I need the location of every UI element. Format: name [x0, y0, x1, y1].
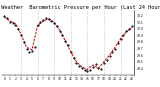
Point — [45, 18, 47, 19]
Point — [53, 22, 56, 24]
Point — [83, 69, 86, 70]
Point — [14, 24, 17, 26]
Title: Milwaukee Weather  Barometric Pressure per Hour (Last 24 Hours): Milwaukee Weather Barometric Pressure pe… — [0, 5, 160, 10]
Point — [28, 51, 31, 53]
Point — [130, 25, 133, 27]
Point — [58, 30, 61, 31]
Point — [72, 58, 75, 59]
Point — [6, 18, 8, 19]
Point — [25, 48, 28, 49]
Point — [114, 48, 116, 49]
Point — [103, 62, 105, 64]
Point — [80, 68, 83, 69]
Point — [89, 69, 91, 70]
Point — [17, 28, 20, 29]
Point — [122, 35, 125, 36]
Point — [100, 68, 102, 70]
Point — [78, 65, 80, 66]
Point — [11, 22, 14, 24]
Point — [111, 52, 114, 53]
Point — [64, 40, 67, 41]
Point — [125, 31, 127, 32]
Point — [75, 62, 78, 64]
Point — [34, 47, 36, 48]
Point — [47, 18, 50, 20]
Point — [92, 66, 94, 68]
Point — [61, 35, 64, 36]
Point — [42, 19, 44, 20]
Point — [69, 52, 72, 53]
Point — [22, 41, 25, 43]
Point — [3, 15, 6, 16]
Point — [105, 60, 108, 61]
Point — [116, 43, 119, 44]
Point — [31, 50, 33, 52]
Point — [97, 67, 100, 68]
Point — [50, 20, 53, 22]
Point — [128, 28, 130, 29]
Point — [119, 39, 122, 40]
Point — [67, 45, 69, 46]
Point — [108, 56, 111, 57]
Point — [9, 21, 11, 22]
Point — [36, 24, 39, 26]
Point — [20, 35, 22, 36]
Point — [39, 22, 42, 23]
Point — [86, 70, 89, 72]
Point — [94, 64, 97, 65]
Point — [56, 25, 58, 26]
